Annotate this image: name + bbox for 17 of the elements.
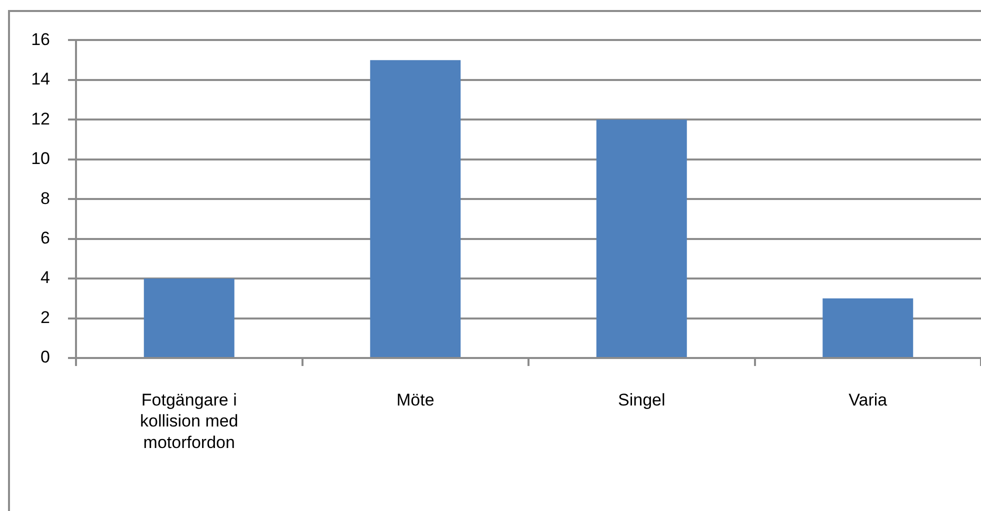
bar: [822, 298, 914, 357]
bar: [370, 60, 461, 357]
y-tick-label: 8: [40, 188, 50, 208]
y-tick-label: 0: [40, 348, 50, 367]
x-tick-label: Fotgängare i kollision med motorfordon: [140, 390, 238, 452]
y-tick-label: 12: [31, 109, 50, 128]
y-tick-label: 6: [40, 228, 50, 248]
bar: [144, 278, 234, 357]
y-tick-label: 10: [31, 149, 50, 168]
x-tick-label: Singel: [618, 390, 666, 410]
y-tick-label: 4: [40, 268, 50, 288]
x-tick-label: Varia: [848, 390, 888, 410]
y-tick-label: 14: [31, 70, 50, 89]
bar: [596, 120, 687, 357]
y-tick-label: 2: [40, 308, 50, 327]
y-tick-label: 16: [31, 30, 50, 49]
x-tick-label: Möte: [396, 390, 434, 410]
